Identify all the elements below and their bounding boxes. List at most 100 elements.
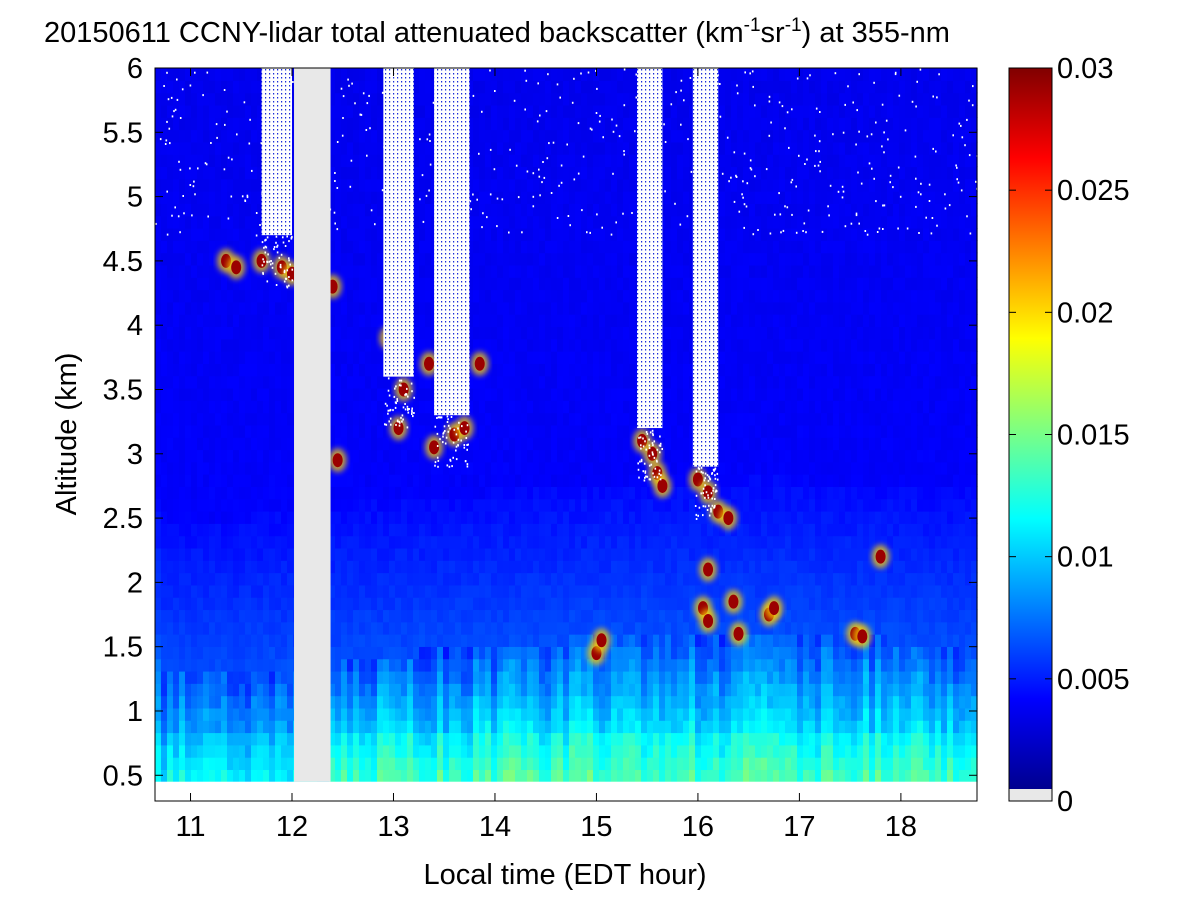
heatmap-cell	[419, 129, 426, 143]
heatmap-cell	[155, 523, 162, 537]
heatmap-cell	[557, 720, 564, 734]
heatmap-cell	[371, 621, 378, 635]
heatmap-cell	[587, 154, 594, 168]
heatmap-cell	[179, 449, 186, 463]
heatmap-cell	[599, 683, 606, 697]
heatmap-cell	[191, 215, 198, 229]
heatmap-cell	[509, 510, 516, 524]
heatmap-cell	[599, 584, 606, 598]
heatmap-cell	[629, 154, 636, 168]
heatmap-cell	[515, 437, 522, 451]
heatmap-cell	[179, 363, 186, 377]
heatmap-cell	[443, 474, 450, 487]
heatmap-cell	[251, 141, 258, 155]
heatmap-cell	[653, 572, 660, 586]
heatmap-cell	[473, 646, 480, 660]
heatmap-cell	[515, 68, 522, 81]
heatmap-cell	[581, 683, 588, 697]
heatmap-cell	[617, 621, 624, 635]
heatmap-cell	[437, 572, 444, 586]
heatmap-cell	[191, 264, 198, 278]
heatmap-cell	[335, 68, 342, 81]
heatmap-cell	[563, 486, 570, 500]
heatmap-cell	[197, 584, 204, 598]
heatmap-cell	[515, 560, 522, 574]
heatmap-cell	[185, 68, 192, 81]
heatmap-cell	[173, 166, 180, 180]
heatmap-cell	[167, 92, 174, 106]
heatmap-cell	[545, 744, 552, 758]
heatmap-cell	[167, 68, 174, 81]
heatmap-cell	[587, 757, 594, 771]
heatmap-cell	[413, 757, 420, 771]
heatmap-cell	[551, 215, 558, 229]
heatmap-cell	[485, 215, 492, 229]
heatmap-cell	[167, 707, 174, 721]
heatmap-cell	[227, 215, 234, 229]
heatmap-cell	[539, 486, 546, 500]
heatmap-cell	[179, 523, 186, 537]
heatmap-cell	[581, 104, 588, 118]
heatmap-cell	[341, 314, 348, 328]
heatmap-cell	[629, 289, 636, 303]
heatmap-cell	[485, 621, 492, 635]
heatmap-cell	[281, 486, 288, 500]
heatmap-cell	[245, 363, 252, 377]
heatmap-cell	[443, 449, 450, 463]
heatmap-cell	[341, 634, 348, 647]
heatmap-cell	[173, 80, 180, 94]
heatmap-cell	[197, 387, 204, 401]
heatmap-cell	[227, 707, 234, 721]
heatmap-cell	[395, 720, 402, 734]
heatmap-cell	[503, 154, 510, 168]
heatmap-cell	[245, 535, 252, 549]
heatmap-cell	[419, 240, 426, 254]
heatmap-cell	[593, 264, 600, 278]
heatmap-cell	[281, 449, 288, 463]
heatmap-cell	[557, 178, 564, 192]
heatmap-cell	[491, 141, 498, 155]
heatmap-cell	[611, 68, 618, 81]
heatmap-cell	[509, 191, 516, 204]
heatmap-cell	[251, 437, 258, 451]
heatmap-cell	[647, 670, 654, 684]
heatmap-cell	[581, 351, 588, 364]
heatmap-cell	[413, 400, 420, 414]
heatmap-cell	[239, 683, 246, 697]
heatmap-cell	[407, 486, 414, 500]
heatmap-cell	[191, 449, 198, 463]
heatmap-cell	[359, 744, 366, 758]
heatmap-cell	[509, 252, 516, 266]
heatmap-cell	[167, 486, 174, 500]
heatmap-cell	[185, 744, 192, 758]
heatmap-cell	[491, 412, 498, 426]
heatmap-cell	[389, 597, 396, 611]
heatmap-cell	[479, 437, 486, 451]
heatmap-cell	[437, 523, 444, 537]
heatmap-cell	[329, 227, 336, 241]
heatmap-cell	[467, 240, 474, 254]
heatmap-cell	[383, 597, 390, 611]
heatmap-cell	[443, 510, 450, 524]
heatmap-cell	[521, 695, 528, 709]
heatmap-cell	[557, 314, 564, 328]
heatmap-cell	[347, 363, 354, 377]
heatmap-cell	[605, 547, 612, 561]
heatmap-cell	[269, 363, 276, 377]
heatmap-cell	[503, 560, 510, 574]
heatmap-cell	[527, 437, 534, 451]
heatmap-cell	[665, 117, 672, 131]
heatmap-cell	[491, 301, 498, 315]
heatmap-cell	[233, 486, 240, 500]
heatmap-cell	[473, 277, 480, 291]
heatmap-cell	[221, 757, 228, 771]
heatmap-cell	[257, 326, 264, 340]
heatmap-cell	[485, 203, 492, 217]
heatmap-cell	[191, 240, 198, 254]
heatmap-cell	[191, 363, 198, 377]
heatmap-cell	[371, 351, 378, 364]
heatmap-cell	[611, 720, 618, 734]
heatmap-cell	[479, 400, 486, 414]
heatmap-cell	[665, 560, 672, 574]
heatmap-cell	[617, 474, 624, 487]
